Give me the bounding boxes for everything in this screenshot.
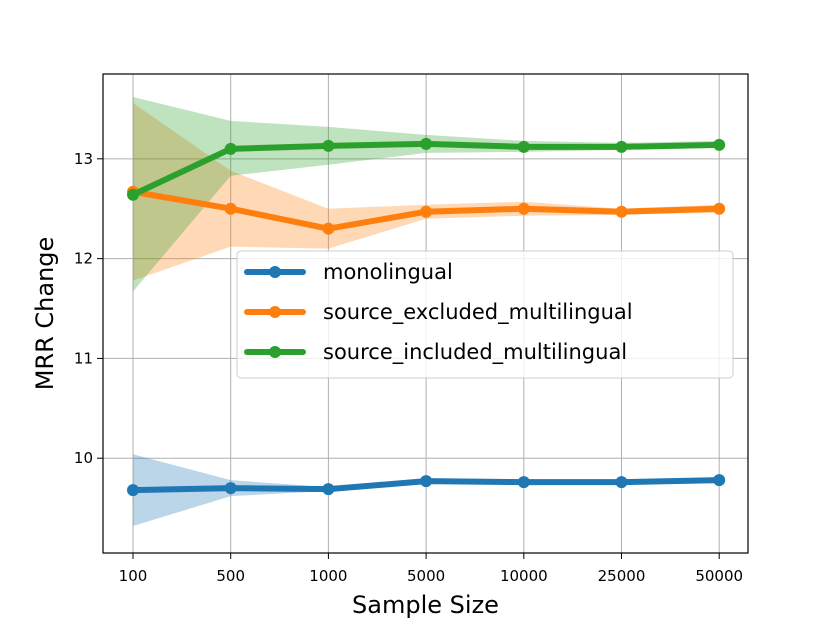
x-tick-label: 5000 xyxy=(407,567,445,585)
data-point xyxy=(420,205,433,218)
data-point xyxy=(420,475,433,488)
data-point xyxy=(615,476,628,489)
x-tick-label: 50000 xyxy=(695,567,743,585)
data-point xyxy=(322,483,335,496)
y-tick-label: 11 xyxy=(74,349,93,367)
legend-swatch-marker xyxy=(269,306,281,318)
axis-ticks: 100 500 1000 5000 10000 25000 50000 10 11 12 13 xyxy=(74,150,743,585)
data-point xyxy=(517,140,530,153)
x-tick-label: 1000 xyxy=(309,567,347,585)
x-tick-label: 500 xyxy=(216,567,245,585)
data-point xyxy=(420,137,433,150)
y-tick-label: 10 xyxy=(74,449,93,467)
data-point xyxy=(713,138,726,151)
y-tick-label: 12 xyxy=(74,250,93,268)
data-point xyxy=(224,202,237,215)
y-tick-label: 13 xyxy=(74,150,93,168)
data-point xyxy=(127,484,139,497)
x-tick-label: 25000 xyxy=(598,567,646,585)
series-lines xyxy=(127,137,726,497)
legend-label: source_excluded_multilingual xyxy=(323,300,633,325)
legend-box xyxy=(236,250,734,379)
data-point xyxy=(127,188,139,201)
data-point xyxy=(615,140,628,153)
data-point xyxy=(322,139,335,152)
y-axis-title: MRR Change xyxy=(31,237,59,391)
legend: monolingual source_excluded_multilinguals… xyxy=(236,250,734,379)
plot-frame xyxy=(102,73,749,554)
data-point xyxy=(224,482,237,495)
data-point xyxy=(615,205,628,218)
legend-label: source_included_multilingual xyxy=(323,340,627,365)
data-point xyxy=(322,222,335,235)
legend-label: monolingual xyxy=(323,260,453,284)
data-point xyxy=(713,474,726,487)
x-axis-title: Sample Size xyxy=(352,591,499,619)
data-point xyxy=(224,142,237,155)
x-tick-label: 10000 xyxy=(500,567,548,585)
legend-swatch-marker xyxy=(269,266,281,278)
legend-swatch-marker xyxy=(269,346,281,358)
data-point xyxy=(713,202,726,215)
x-tick-label: 100 xyxy=(119,567,148,585)
data-point xyxy=(517,476,530,489)
confidence-band xyxy=(133,102,720,281)
data-point xyxy=(517,202,530,215)
